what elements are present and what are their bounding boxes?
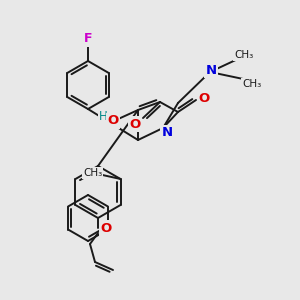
Text: H: H [99,110,107,122]
Text: CH₃: CH₃ [83,168,102,178]
Text: O: O [100,221,112,235]
Text: F: F [84,32,92,46]
Text: N: N [206,64,217,76]
Text: CH₃: CH₃ [242,79,262,89]
Text: O: O [198,92,210,104]
Text: O: O [107,115,118,128]
Text: CH₃: CH₃ [234,50,254,60]
Text: N: N [161,127,172,140]
Text: O: O [129,118,141,130]
